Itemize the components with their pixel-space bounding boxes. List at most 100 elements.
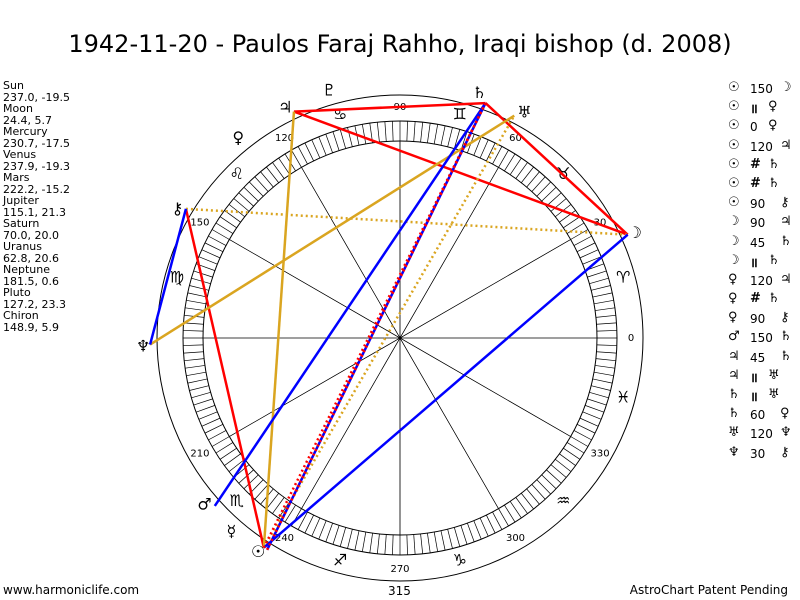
aspect-angle: 0	[750, 120, 758, 135]
planet-glyph-neptune: ♆	[136, 336, 150, 355]
degree-tick	[570, 436, 589, 447]
degree-tick	[570, 229, 589, 240]
aspect-planet-a-glyph: ☉	[728, 99, 740, 115]
aspect-symbol: #	[750, 291, 761, 307]
degree-tick	[185, 365, 205, 369]
degree-tick	[587, 398, 607, 406]
degree-tick	[595, 314, 616, 318]
degree-tick	[566, 442, 585, 454]
aspect-symbol: ॥	[750, 390, 758, 405]
zodiac-sign-glyph: ♈	[616, 268, 630, 287]
degree-tick	[186, 299, 207, 305]
position-value-saturn: 70.0, 20.0	[3, 228, 59, 242]
degree-tick	[215, 222, 234, 234]
degree-tick	[587, 270, 607, 278]
degree-tick	[592, 292, 613, 298]
planet-glyph-chiron: ⚷	[172, 199, 184, 218]
degree-tick	[318, 136, 327, 156]
degree-tick	[249, 181, 264, 197]
aspect-planet-a-glyph: ♀	[728, 291, 738, 307]
degree-tick	[579, 249, 599, 259]
degree-tick	[204, 424, 224, 434]
aspect-planet-b-glyph: ♀	[780, 406, 790, 422]
aspect-planet-b-glyph: ♄	[780, 348, 792, 364]
degree-tick	[406, 534, 408, 555]
aspect-angle: 30	[750, 446, 766, 461]
degree-tick	[233, 198, 250, 212]
aspect-planet-b-glyph: ♄	[768, 252, 780, 268]
aspect-planet-a-glyph: ☽	[728, 252, 740, 268]
aspect-angle: 120	[750, 427, 773, 442]
degree-tick	[509, 157, 522, 175]
degree-tick	[536, 479, 551, 495]
degree-tick	[325, 522, 333, 543]
aspect-planet-b-glyph: ♄	[768, 175, 780, 191]
aspect-angle: 150	[750, 82, 773, 96]
degree-tick	[486, 514, 496, 534]
degree-tick	[361, 531, 367, 552]
degree-tick	[291, 149, 302, 168]
degree-tick	[591, 385, 611, 391]
degree-tick	[515, 497, 528, 514]
degree-tick	[201, 249, 221, 259]
zodiac-sign-glyph: ♋	[333, 104, 347, 123]
degree-tick	[332, 525, 340, 545]
degree-tick	[579, 417, 599, 427]
planet-glyph-jupiter: ♃	[278, 98, 292, 117]
planet-glyph-mercury: ☿	[226, 521, 236, 540]
aspect-line-chiron-sun	[184, 208, 266, 548]
aspect-planet-b-glyph: ♅	[768, 367, 780, 383]
degree-tick	[219, 216, 237, 229]
degree-tick	[413, 534, 416, 555]
aspect-planet-a-glyph: ♃	[728, 367, 740, 383]
aspect-angle: 45	[750, 235, 766, 250]
aspect-planet-a-glyph: ☉	[728, 80, 740, 95]
aspect-line-neptune-uranus	[149, 114, 515, 346]
outer-circle	[156, 94, 644, 582]
position-name-neptune: Neptune	[3, 263, 51, 276]
degree-tick	[596, 322, 617, 325]
aspect-symbol: ॥	[750, 102, 758, 118]
aspect-line-jupiter-saturn	[293, 101, 486, 113]
degree-tick	[183, 330, 204, 332]
degree-tick	[593, 371, 614, 377]
aspect-angle: 90	[750, 216, 766, 231]
degree-tick	[339, 129, 347, 149]
degree-tick	[384, 121, 387, 142]
degree-tick	[195, 405, 216, 413]
degree-tick	[504, 153, 516, 172]
footer-website[interactable]: www.harmoniclife.com	[3, 583, 140, 597]
aspect-planet-b-glyph: ♃	[780, 214, 792, 230]
degree-tick	[376, 122, 380, 143]
degree-tick	[284, 504, 296, 523]
degree-tick	[550, 464, 567, 478]
degree-tick	[347, 529, 353, 549]
degree-tick	[593, 299, 614, 305]
degree-tick	[392, 534, 394, 555]
position-value-neptune: 181.5, 0.6	[3, 274, 59, 288]
degree-label-300: 300	[506, 533, 525, 544]
degree-tick	[509, 501, 522, 519]
aspect-planet-b-glyph: ♄	[768, 291, 780, 307]
position-value-venus: 237.9, -19.3	[3, 159, 70, 173]
position-value-jupiter: 115.1, 21.3	[3, 205, 66, 219]
aspect-planet-a-glyph: ♂	[728, 329, 740, 345]
aspect-planet-a-glyph: ♆	[728, 444, 740, 460]
aspect-planet-a-glyph: ☉	[728, 175, 740, 191]
aspect-planet-a-glyph: ♃	[728, 348, 740, 364]
degree-tick	[189, 285, 209, 291]
degree-tick	[272, 162, 285, 179]
degree-tick	[191, 391, 211, 399]
degree-tick	[467, 522, 475, 543]
degree-tick	[186, 371, 207, 377]
aspect-planet-b-glyph: ⚷	[780, 195, 790, 211]
degree-label-240: 240	[275, 533, 294, 544]
degree-tick	[304, 514, 314, 534]
position-name-sun: Sun	[3, 79, 24, 92]
chart-title: 1942-11-20 - Paulos Faraj Rahho, Iraqi b…	[68, 30, 732, 58]
degree-tick	[582, 256, 602, 265]
zodiac-sign-glyph: ♌	[229, 164, 243, 183]
degree-tick	[498, 149, 509, 168]
degree-label-270: 270	[390, 564, 409, 575]
degree-tick	[592, 378, 613, 384]
